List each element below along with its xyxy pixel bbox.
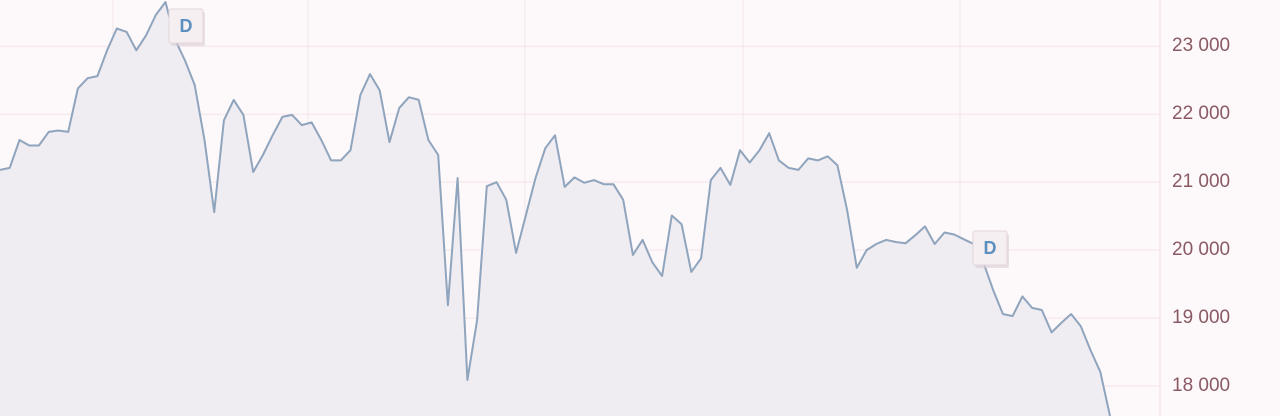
- marker-label: D: [180, 16, 193, 36]
- price-line: [0, 1, 1111, 416]
- area-fill: [0, 2, 1110, 416]
- marker-box: [972, 230, 1008, 266]
- dividend-marker: D: [972, 230, 1009, 268]
- y-tick-label: 20 000: [1172, 239, 1230, 260]
- marker-label: D: [984, 238, 997, 258]
- y-tick-label: 19 000: [1172, 307, 1230, 328]
- dividend-marker: D: [168, 8, 205, 46]
- y-tick-label: 22 000: [1172, 103, 1230, 124]
- y-tick-label: 23 000: [1172, 35, 1230, 56]
- marker-box: [168, 8, 204, 44]
- y-tick-label: 18 000: [1172, 375, 1230, 396]
- y-tick-label: 21 000: [1172, 171, 1230, 192]
